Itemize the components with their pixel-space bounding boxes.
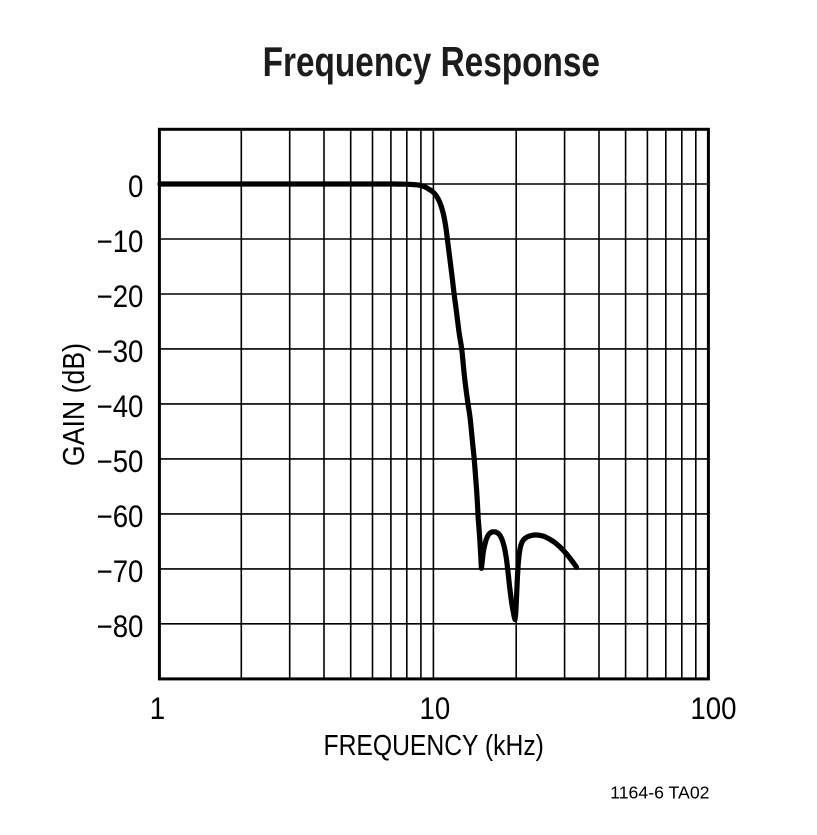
svg-text:−70: −70 (97, 554, 144, 589)
svg-text:−40: −40 (97, 389, 144, 424)
svg-text:100: 100 (690, 691, 736, 726)
svg-text:10: 10 (420, 691, 451, 726)
svg-text:1: 1 (150, 691, 165, 726)
svg-text:−50: −50 (97, 444, 144, 479)
svg-text:1164-6 TA02: 1164-6 TA02 (610, 783, 709, 803)
svg-text:Frequency Response: Frequency Response (263, 39, 600, 85)
svg-text:0: 0 (128, 169, 143, 204)
svg-text:GAIN (dB): GAIN (dB) (57, 343, 91, 466)
svg-text:−60: −60 (97, 499, 144, 534)
svg-text:−20: −20 (97, 279, 144, 314)
svg-text:−80: −80 (97, 609, 144, 644)
svg-text:FREQUENCY (kHz): FREQUENCY (kHz) (323, 729, 543, 761)
svg-text:−30: −30 (97, 334, 144, 369)
svg-text:−10: −10 (97, 224, 144, 259)
